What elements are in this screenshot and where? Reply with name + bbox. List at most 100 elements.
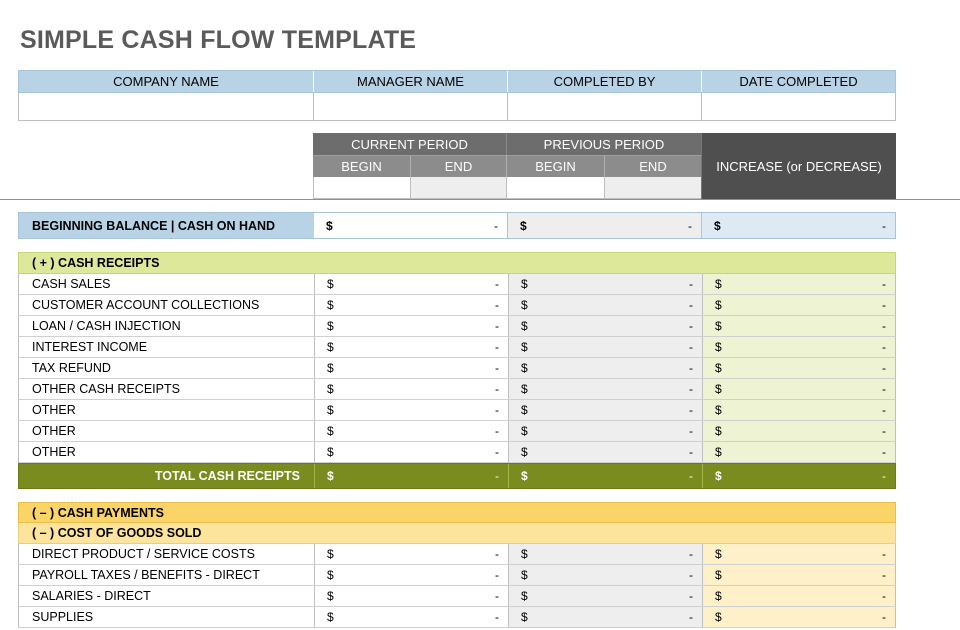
value: - (495, 382, 499, 396)
currency-symbol: $ (715, 589, 722, 603)
manager-name-header: MANAGER NAME (314, 71, 508, 92)
previous-period-cell[interactable]: $ - (508, 379, 702, 399)
current-period-cell[interactable]: $ - (314, 400, 508, 420)
currency-symbol: $ (521, 424, 528, 438)
table-row: SUPPLIES $ - $ - $ - (18, 607, 896, 628)
current-period-cell[interactable]: $ - (314, 607, 508, 627)
previous-period-cell[interactable]: $ - (508, 358, 702, 378)
completed-by-field[interactable] (508, 93, 702, 120)
currency-symbol: $ (327, 361, 334, 375)
currency-symbol: $ (327, 298, 334, 312)
beginning-balance-label: BEGINNING BALANCE | CASH ON HAND (32, 218, 276, 233)
currency-symbol: $ (327, 424, 334, 438)
row-label: SALARIES - DIRECT (32, 589, 151, 603)
previous-begin-input[interactable] (507, 177, 605, 199)
table-row: OTHER $ - $ - $ - (18, 442, 896, 463)
previous-end-input[interactable] (605, 177, 701, 199)
table-row: INTEREST INCOME $ - $ - $ - (18, 337, 896, 358)
row-label: OTHER (32, 403, 76, 417)
change-cell: $ - (702, 586, 895, 606)
value: - (882, 469, 886, 483)
value: - (689, 547, 693, 561)
previous-period-header: PREVIOUS PERIOD (507, 133, 701, 155)
change-cell: $ - (702, 565, 895, 585)
company-name-field[interactable] (19, 93, 314, 120)
beginning-balance-previous[interactable]: $ - (508, 213, 702, 238)
current-period-cell[interactable]: $ - (314, 295, 508, 315)
value: - (689, 469, 693, 483)
previous-begin-header: BEGIN (507, 155, 605, 177)
table-row: PAYROLL TAXES / BENEFITS - DIRECT $ - $ - $ - (18, 565, 896, 586)
previous-period-cell[interactable]: $ - (508, 400, 702, 420)
currency-symbol: $ (715, 469, 722, 483)
table-row: OTHER $ - $ - $ - (18, 421, 896, 442)
currency-symbol: $ (715, 361, 722, 375)
value: - (882, 277, 886, 291)
previous-period-cell[interactable]: $ - (508, 316, 702, 336)
value: - (882, 361, 886, 375)
current-period-cell[interactable]: $ - (314, 565, 508, 585)
current-period-cell[interactable]: $ - (314, 379, 508, 399)
current-period-cell[interactable]: $ - (314, 544, 508, 564)
row-label-cell: INTEREST INCOME (19, 337, 314, 357)
currency-symbol: $ (715, 403, 722, 417)
value: - (495, 610, 499, 624)
currency-symbol: $ (521, 340, 528, 354)
value: - (495, 547, 499, 561)
value: - (689, 319, 693, 333)
current-period-cell[interactable]: $ - (314, 421, 508, 441)
value: - (495, 445, 499, 459)
currency-symbol: $ (715, 382, 722, 396)
currency-symbol: $ (521, 547, 528, 561)
currency-symbol: $ (521, 298, 528, 312)
total-cash-receipts-label-cell: TOTAL CASH RECEIPTS (19, 464, 314, 488)
current-period-cell[interactable]: $ - (314, 358, 508, 378)
value: - (495, 568, 499, 582)
beginning-balance-change: $ - (702, 213, 895, 238)
value: - (495, 424, 499, 438)
previous-period-cell[interactable]: $ - (508, 421, 702, 441)
previous-period-cell[interactable]: $ - (508, 274, 702, 294)
row-label-cell: PAYROLL TAXES / BENEFITS - DIRECT (19, 565, 314, 585)
current-period-cell[interactable]: $ - (314, 337, 508, 357)
current-end-header: END (411, 155, 507, 177)
value: - (882, 610, 886, 624)
current-begin-header: BEGIN (313, 155, 411, 177)
table-row: TAX REFUND $ - $ - $ - (18, 358, 896, 379)
current-period-cell[interactable]: $ - (314, 586, 508, 606)
previous-period-cell[interactable]: $ - (508, 295, 702, 315)
previous-period-cell[interactable]: $ - (508, 442, 702, 462)
row-label-cell: TAX REFUND (19, 358, 314, 378)
currency-symbol: $ (715, 340, 722, 354)
previous-period-cell[interactable]: $ - (508, 586, 702, 606)
value: - (882, 319, 886, 333)
date-completed-field[interactable] (702, 93, 895, 120)
cost-of-goods-sold-title: ( – ) COST OF GOODS SOLD (32, 526, 202, 540)
current-end-input[interactable] (411, 177, 507, 199)
currency-symbol: $ (520, 218, 527, 233)
current-begin-input[interactable] (313, 177, 411, 199)
current-period-cell[interactable]: $ - (314, 274, 508, 294)
beginning-balance-current[interactable]: $ - (314, 213, 508, 238)
value: - (495, 340, 499, 354)
previous-period-cell[interactable]: $ - (508, 337, 702, 357)
info-input-row (18, 93, 896, 121)
currency-symbol: $ (521, 361, 528, 375)
previous-period-cell[interactable]: $ - (508, 565, 702, 585)
row-label-cell: OTHER (19, 400, 314, 420)
change-cell: $ - (702, 358, 895, 378)
company-name-header: COMPANY NAME (19, 71, 314, 92)
currency-symbol: $ (715, 610, 722, 624)
manager-name-field[interactable] (314, 93, 508, 120)
cash-payments-header: ( – ) CASH PAYMENTS (18, 502, 896, 523)
previous-period-cell[interactable]: $ - (508, 607, 702, 627)
currency-symbol: $ (327, 382, 334, 396)
current-period-cell[interactable]: $ - (314, 316, 508, 336)
value: - (882, 547, 886, 561)
current-period-cell[interactable]: $ - (314, 442, 508, 462)
currency-symbol: $ (715, 277, 722, 291)
section-divider (0, 199, 960, 200)
previous-period-cell[interactable]: $ - (508, 544, 702, 564)
currency-symbol: $ (521, 469, 528, 483)
table-row: OTHER $ - $ - $ - (18, 400, 896, 421)
